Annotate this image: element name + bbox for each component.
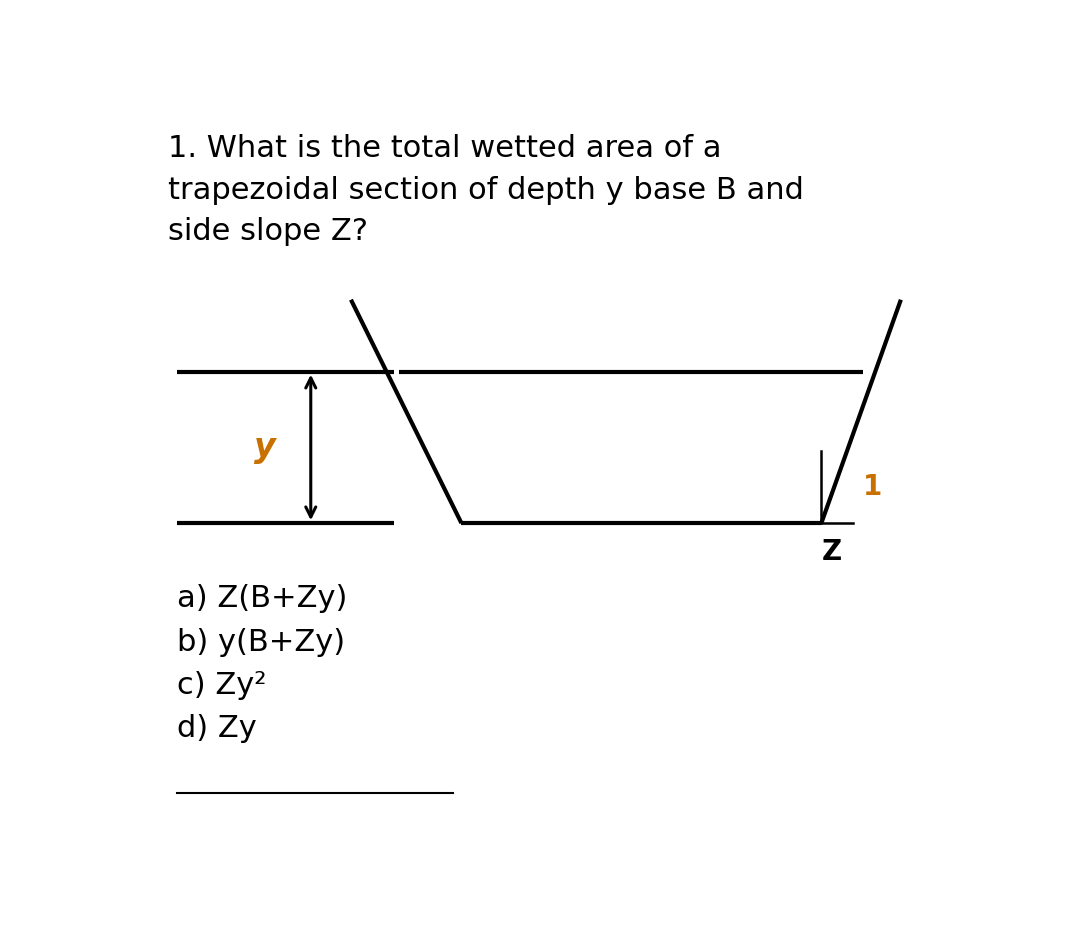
Text: c) Zy²: c) Zy²: [177, 671, 267, 700]
Text: d) Zy: d) Zy: [177, 714, 257, 743]
Text: 1: 1: [863, 473, 882, 501]
Text: b) y(B+Zy): b) y(B+Zy): [177, 628, 345, 657]
Text: 1. What is the total wetted area of a
trapezoidal section of depth y base B and
: 1. What is the total wetted area of a tr…: [168, 134, 805, 246]
Text: a) Z(B+Zy): a) Z(B+Zy): [177, 584, 348, 613]
Text: Z: Z: [822, 537, 842, 565]
Text: y: y: [254, 431, 275, 464]
